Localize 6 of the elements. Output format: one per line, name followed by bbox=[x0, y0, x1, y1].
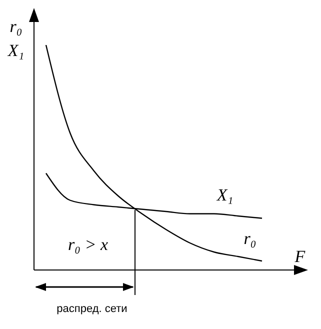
x-axis-title: F bbox=[294, 247, 306, 266]
y-axis-title: r₀ X₁ bbox=[6, 17, 24, 60]
text: распред. сети bbox=[56, 303, 128, 315]
annotation: r₀ > x bbox=[68, 235, 108, 254]
series-label: X₁ bbox=[216, 185, 234, 204]
series-label: r₀ bbox=[244, 229, 256, 248]
